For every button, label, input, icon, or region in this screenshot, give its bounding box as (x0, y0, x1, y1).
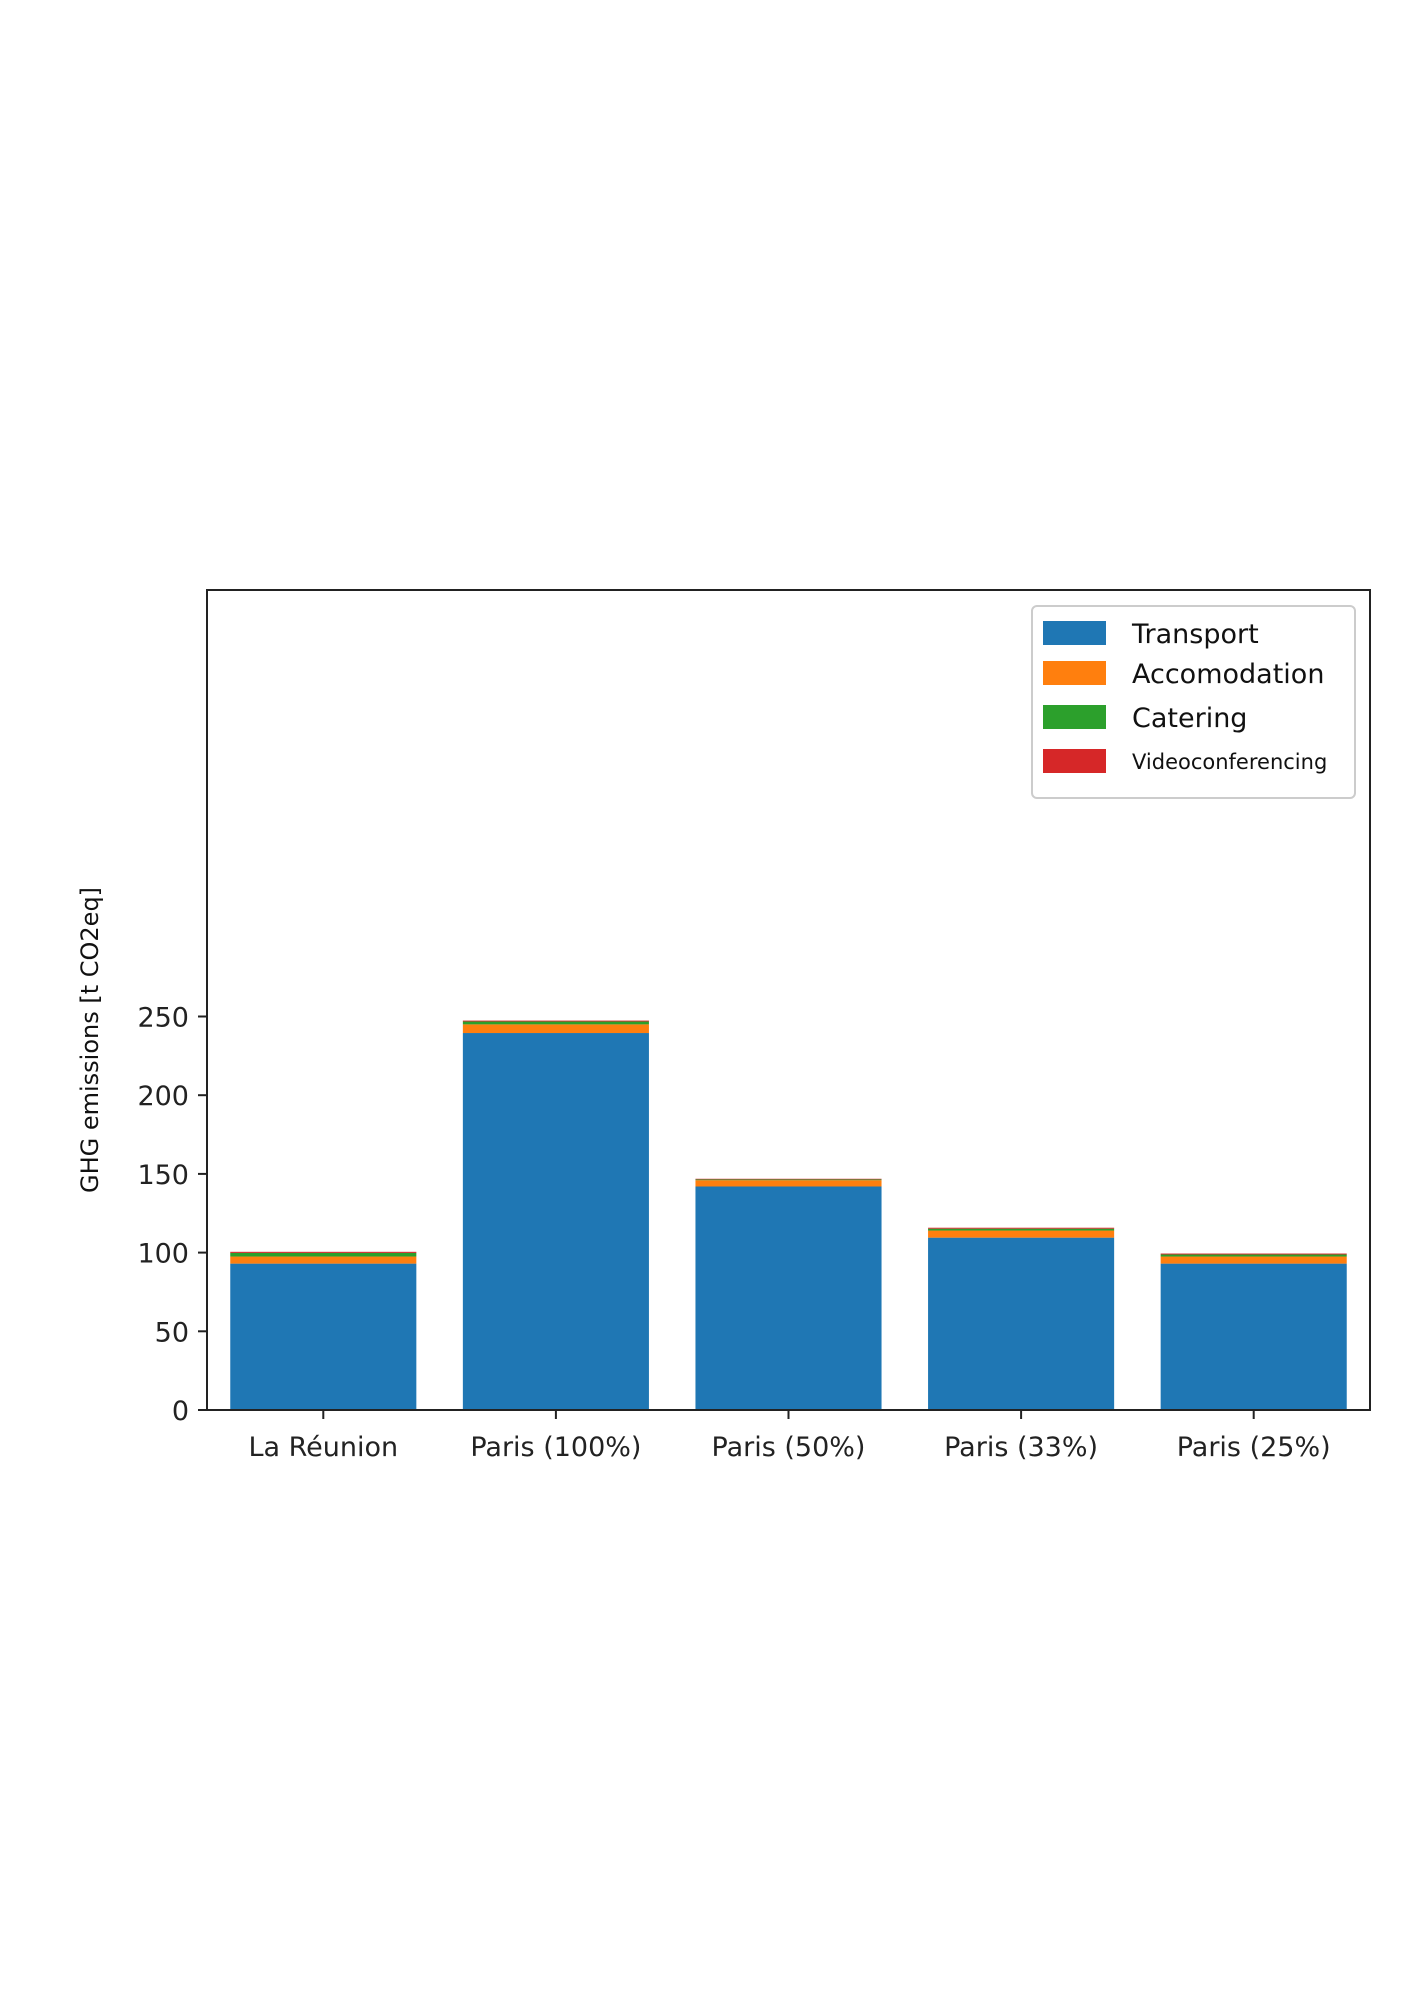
bar-segment-accomodation-2 (695, 1180, 882, 1187)
x-tick-label-3: Paris (33%) (944, 1432, 1098, 1463)
bar-segment-accomodation-0 (230, 1256, 417, 1264)
x-tick-label-4: Paris (25%) (1177, 1432, 1331, 1463)
bar-segment-transport-3 (928, 1237, 1115, 1410)
legend-swatch-catering (1043, 705, 1106, 729)
bar-segment-accomodation-3 (928, 1230, 1115, 1238)
y-axis-label: GHG emissions [t CO2eq] (76, 887, 104, 1193)
legend: Transport Accomodation Catering Videoconfer… (1031, 605, 1356, 799)
bar-segment-accomodation-4 (1160, 1256, 1347, 1264)
y-axis: 0 50 100 150 200 250 (137, 1003, 207, 1427)
bar-segment-catering-0 (230, 1252, 417, 1257)
bar-segment-catering-3 (928, 1228, 1115, 1231)
bar-segment-transport-1 (462, 1033, 649, 1410)
bar-segment-transport-0 (230, 1263, 417, 1410)
bars-layer (230, 1020, 1347, 1410)
bar-segment-videoconferencing-2 (695, 1178, 882, 1180)
bar-segment-accomodation-1 (462, 1024, 649, 1034)
bar-segment-videoconferencing-0 (230, 1251, 417, 1253)
bar-segment-videoconferencing-1 (462, 1020, 649, 1022)
legend-label-videoconferencing: Videoconferencing (1132, 750, 1327, 774)
bar-segment-catering-4 (1160, 1254, 1347, 1257)
legend-label-accomodation: Accomodation (1132, 659, 1324, 690)
bar-segment-catering-1 (462, 1021, 649, 1025)
bar-segment-transport-4 (1160, 1263, 1347, 1410)
y-tick-label-5: 250 (137, 1003, 189, 1034)
x-tick-label-2: Paris (50%) (712, 1432, 866, 1463)
y-tick-label-3: 150 (137, 1160, 189, 1191)
y-tick-label-2: 100 (137, 1239, 189, 1270)
bar-segment-catering-2 (695, 1179, 882, 1181)
legend-swatch-accomodation (1043, 661, 1106, 685)
legend-label-catering: Catering (1132, 703, 1247, 734)
legend-swatch-transport (1043, 621, 1106, 645)
y-tick-label-0: 0 (172, 1396, 189, 1427)
legend-label-transport: Transport (1131, 619, 1259, 650)
x-axis: La Réunion Paris (100%) Paris (50%) Paris (… (248, 1410, 1331, 1463)
x-tick-label-1: Paris (100%) (470, 1432, 641, 1463)
legend-swatch-videoconferencing (1043, 749, 1106, 773)
legend-frame (1031, 605, 1356, 799)
bar-segment-videoconferencing-4 (1160, 1253, 1347, 1255)
bar-segment-transport-2 (695, 1186, 882, 1410)
y-tick-label-1: 50 (155, 1317, 189, 1348)
y-tick-label-4: 200 (137, 1081, 189, 1112)
x-tick-label-0: La Réunion (248, 1432, 398, 1463)
bar-segment-videoconferencing-3 (928, 1227, 1115, 1229)
